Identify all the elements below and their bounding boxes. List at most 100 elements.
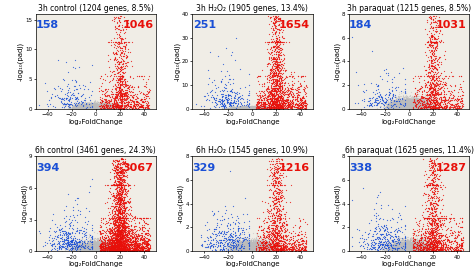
- Point: [105, 105, 112, 109]
- Point: [252, 105, 259, 109]
- Point: [97, 245, 104, 250]
- Point: [119, 201, 127, 206]
- Point: [411, 246, 419, 251]
- Point: [243, 106, 250, 110]
- Point: [242, 106, 249, 110]
- Point: [108, 103, 115, 108]
- Point: [395, 243, 402, 247]
- Point: [401, 103, 409, 108]
- Point: [242, 248, 250, 252]
- Point: [244, 106, 251, 111]
- Point: [259, 106, 267, 111]
- Point: [94, 105, 102, 110]
- Point: [272, 89, 279, 93]
- Point: [109, 227, 117, 231]
- Point: [110, 222, 118, 226]
- Point: [381, 103, 388, 107]
- Point: [93, 243, 101, 248]
- Point: [107, 99, 115, 104]
- Point: [276, 89, 284, 93]
- Point: [280, 248, 287, 253]
- Point: [96, 249, 103, 253]
- Point: [242, 106, 250, 111]
- Point: [245, 106, 252, 110]
- Point: [407, 237, 414, 242]
- Point: [399, 246, 407, 250]
- Point: [428, 229, 435, 233]
- Point: [101, 249, 109, 253]
- Point: [407, 249, 415, 253]
- Point: [250, 107, 257, 111]
- Point: [403, 105, 410, 109]
- Point: [263, 106, 270, 110]
- Point: [413, 102, 421, 107]
- Point: [403, 103, 411, 107]
- Point: [98, 104, 106, 108]
- Point: [243, 247, 251, 251]
- Point: [86, 244, 93, 248]
- Point: [134, 233, 142, 237]
- Point: [428, 89, 436, 93]
- Point: [90, 105, 97, 109]
- Point: [94, 248, 102, 253]
- Point: [410, 104, 417, 108]
- Point: [261, 247, 268, 252]
- Point: [407, 245, 414, 250]
- Point: [98, 243, 105, 248]
- Point: [291, 76, 298, 81]
- Point: [236, 105, 244, 110]
- Point: [255, 249, 262, 253]
- Point: [394, 246, 401, 250]
- Point: [403, 245, 411, 249]
- Point: [104, 248, 112, 253]
- Point: [253, 106, 260, 111]
- Point: [106, 242, 113, 247]
- Point: [140, 245, 147, 249]
- Point: [88, 105, 96, 110]
- Point: [121, 210, 128, 214]
- Point: [428, 91, 436, 95]
- Point: [398, 247, 405, 251]
- Point: [288, 90, 296, 94]
- Point: [257, 106, 264, 111]
- Point: [231, 105, 239, 109]
- Point: [419, 102, 427, 106]
- Point: [93, 244, 101, 248]
- Point: [119, 245, 127, 249]
- Point: [94, 244, 102, 248]
- Point: [242, 244, 250, 248]
- Point: [82, 106, 89, 110]
- Point: [414, 106, 422, 110]
- Point: [240, 106, 247, 111]
- Point: [240, 242, 247, 247]
- Point: [243, 246, 250, 251]
- Point: [234, 107, 242, 111]
- Point: [86, 244, 93, 249]
- Point: [406, 104, 413, 108]
- Point: [421, 104, 428, 108]
- Point: [258, 106, 265, 110]
- Point: [116, 67, 124, 71]
- Point: [411, 244, 419, 248]
- Point: [120, 204, 128, 208]
- Point: [118, 91, 125, 95]
- Point: [283, 242, 291, 246]
- Point: [115, 198, 122, 202]
- Point: [224, 238, 231, 243]
- Point: [402, 101, 410, 106]
- Point: [104, 243, 112, 248]
- Point: [410, 106, 417, 111]
- Point: [242, 105, 250, 110]
- Point: [286, 99, 293, 104]
- Point: [89, 246, 97, 251]
- Point: [254, 106, 261, 111]
- Point: [73, 246, 81, 251]
- Point: [415, 243, 422, 248]
- Point: [279, 103, 287, 108]
- Point: [108, 102, 116, 107]
- Point: [115, 231, 123, 235]
- Point: [439, 203, 447, 208]
- Point: [87, 248, 95, 253]
- Point: [91, 105, 98, 109]
- Point: [95, 245, 103, 250]
